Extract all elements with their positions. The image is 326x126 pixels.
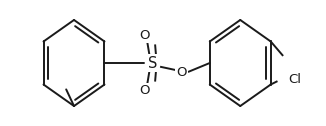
Text: Cl: Cl <box>289 73 301 86</box>
Text: O: O <box>139 84 150 97</box>
Text: O: O <box>139 29 150 42</box>
Text: S: S <box>148 55 157 71</box>
Text: O: O <box>176 66 187 79</box>
